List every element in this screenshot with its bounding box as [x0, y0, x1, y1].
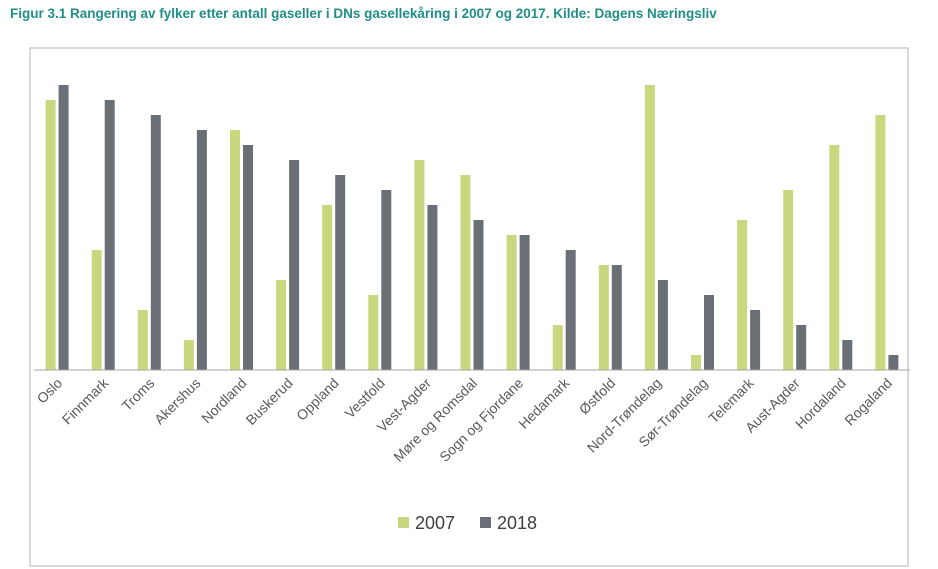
bar-2007-4 — [230, 130, 240, 370]
legend-swatch-2018 — [480, 517, 491, 528]
bar-2018-14 — [704, 295, 714, 370]
figure-caption: Figur 3.1 Rangering av fylker etter anta… — [10, 6, 717, 21]
bar-2007-16 — [783, 190, 794, 370]
bar-2018-6 — [335, 175, 346, 370]
bar-2018-15 — [750, 310, 761, 370]
bar-2018-10 — [519, 235, 530, 370]
bar-2018-3 — [196, 130, 207, 370]
bar-2007-13 — [644, 85, 655, 370]
bar-2018-16 — [796, 325, 807, 370]
bar-2018-12 — [611, 265, 622, 370]
bar-2007-3 — [183, 340, 194, 370]
bar-2007-18 — [875, 115, 886, 370]
bar-2018-7 — [381, 190, 392, 370]
bar-2018-2 — [150, 115, 161, 370]
legend-label-2007: 2007 — [415, 513, 455, 533]
bar-2007-14 — [691, 355, 701, 370]
legend-label-2018: 2018 — [497, 513, 537, 533]
bar-2018-8 — [427, 205, 438, 370]
bar-2018-1 — [104, 100, 115, 370]
bar-2007-8 — [414, 160, 425, 370]
bar-2007-12 — [598, 265, 609, 370]
bar-2007-7 — [368, 295, 379, 370]
bar-2007-11 — [552, 325, 563, 370]
bar-2007-9 — [460, 175, 471, 370]
bar-2007-5 — [276, 280, 287, 370]
bar-2007-0 — [45, 100, 56, 370]
bar-2007-6 — [322, 205, 333, 370]
bar-2018-9 — [473, 220, 484, 370]
bar-2018-11 — [565, 250, 576, 370]
bar-2018-13 — [657, 280, 668, 370]
bar-2007-17 — [829, 145, 840, 370]
bar-2018-0 — [58, 85, 69, 370]
bar-2018-5 — [289, 160, 300, 370]
bar-2007-2 — [137, 310, 148, 370]
bar-2018-18 — [888, 355, 899, 370]
bars-group — [45, 85, 899, 370]
bar-2018-4 — [243, 145, 253, 370]
legend: 2007 2018 — [398, 513, 537, 533]
bar-2018-17 — [842, 340, 853, 370]
legend-swatch-2007 — [398, 517, 409, 528]
bar-2007-1 — [91, 250, 102, 370]
bar-2007-10 — [506, 235, 517, 370]
bar-2007-15 — [737, 220, 748, 370]
